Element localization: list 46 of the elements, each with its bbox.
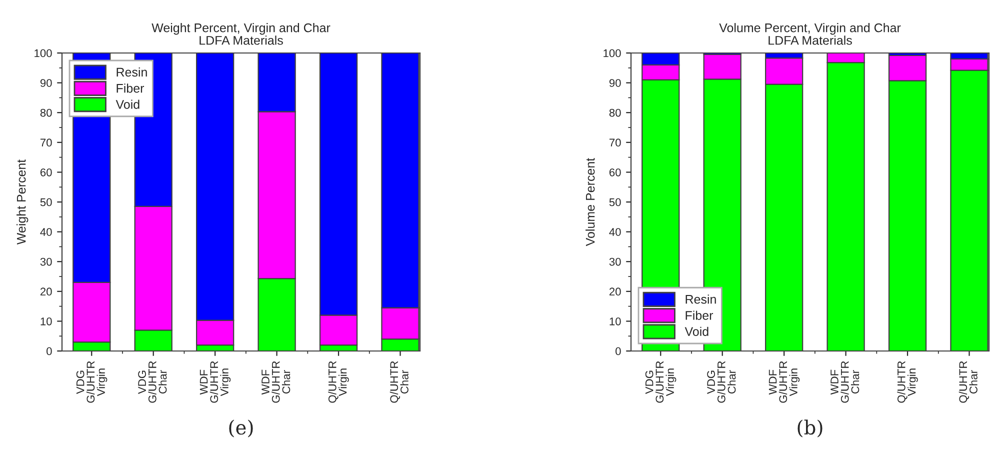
- chart-title: Volume Percent, Virgin and Char LDFA Materials: [719, 23, 901, 45]
- x-tick-label: Q/UHTR Char: [958, 361, 978, 403]
- x-tick-label: WDF G/UHTR Virgin: [200, 361, 231, 403]
- y-tick-label: 0: [46, 347, 52, 356]
- y-tick-label: 100: [34, 49, 52, 58]
- y-axis-title: Weight Percent: [16, 159, 28, 245]
- text: (b): [798, 420, 822, 438]
- y-tick-label: 90: [609, 79, 621, 87]
- x-tick-label: VDG G/UHTR Virgin: [645, 361, 676, 403]
- legend-label: Void: [116, 100, 140, 109]
- y-tick-label: 10: [610, 317, 621, 326]
- y-tick-label: 70: [40, 138, 52, 147]
- y-tick-label: 40: [609, 228, 621, 236]
- y-tick-label: 20: [609, 288, 621, 296]
- y-axis-title: Volume Percent: [586, 158, 595, 246]
- x-tick-label: VDG G/UHTR Char: [138, 361, 167, 403]
- x-tick-label: VDG G/UHTR Char: [707, 361, 736, 403]
- x-tick-label: Q/UHTR Char: [390, 361, 408, 403]
- y-tick-label: 80: [609, 108, 621, 117]
- x-tick-label: Q/UHTR Virgin: [328, 361, 349, 403]
- y-tick-label: 60: [609, 168, 621, 176]
- y-tick-label: 60: [40, 168, 52, 176]
- x-tick-label: WDF G/UHTR Char: [830, 361, 860, 403]
- y-tick-label: 30: [40, 258, 52, 266]
- legend-label: Resin: [686, 294, 716, 304]
- x-tick-label: VDG G/UHTR Virgin: [76, 361, 108, 403]
- y-tick-label: 0: [616, 347, 621, 356]
- x-tick-label: Q/UHTR Virgin: [897, 361, 918, 403]
- y-tick-label: 70: [609, 138, 621, 147]
- legend-label: Fiber: [686, 310, 714, 320]
- y-tick-label: 50: [40, 198, 52, 206]
- y-tick-label: 10: [40, 317, 52, 326]
- chart-title: Weight Percent, Virgin and Char LDFA Materials: [152, 23, 330, 45]
- y-tick-label: 20: [40, 288, 52, 296]
- y-tick-label: 80: [40, 108, 52, 117]
- y-tick-label: 30: [609, 258, 621, 266]
- y-tick-label: 100: [604, 49, 621, 58]
- y-tick-label: 90: [40, 79, 52, 87]
- y-tick-label: 50: [609, 198, 621, 206]
- legend-label: Void: [684, 326, 708, 336]
- text: (e): [229, 420, 253, 438]
- x-tick-label: WDF G/UHTR Virgin: [768, 361, 800, 403]
- x-tick-label: WDF G/UHTR Char: [262, 361, 290, 403]
- legend-label: Fiber: [116, 84, 144, 93]
- y-tick-label: 40: [40, 228, 52, 236]
- legend-label: Resin: [116, 67, 147, 77]
